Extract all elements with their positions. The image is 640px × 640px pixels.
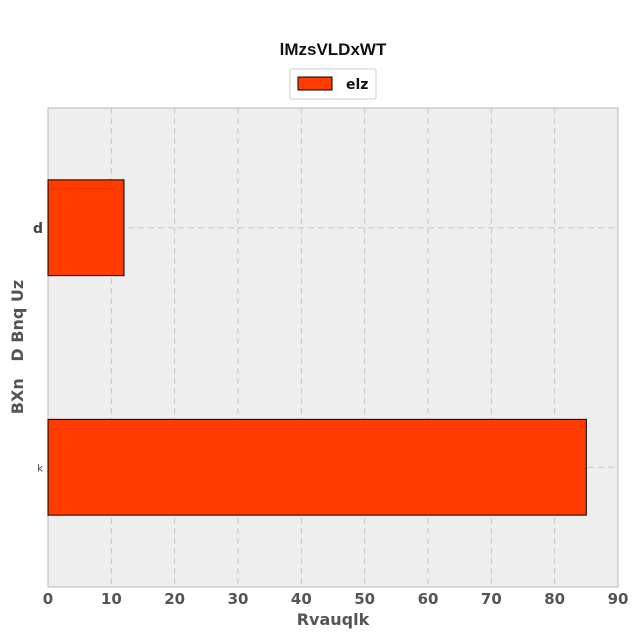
legend: elz xyxy=(289,68,377,100)
x-tick-label: 90 xyxy=(608,590,629,608)
legend-swatch xyxy=(297,76,333,91)
x-tick-label: 70 xyxy=(481,590,502,608)
x-tick-label: 20 xyxy=(164,590,185,608)
y-tick-label: k xyxy=(37,463,43,474)
x-tick-label: 50 xyxy=(354,590,375,608)
legend-label: elz xyxy=(346,77,368,93)
x-tick-label: 30 xyxy=(228,590,249,608)
bars xyxy=(47,179,587,516)
x-axis-label: Rvauqlk xyxy=(297,610,370,629)
x-axis-ticks: 0 10 20 30 40 50 60 70 80 90 xyxy=(43,590,629,608)
y-tick-label: d xyxy=(33,221,43,237)
chart-title: lMzsVLDxWT xyxy=(280,40,387,59)
x-tick-label: 60 xyxy=(418,590,439,608)
x-tick-label: 10 xyxy=(101,590,122,608)
bar-k xyxy=(47,418,587,516)
bar-d xyxy=(47,179,125,277)
x-tick-label: 40 xyxy=(291,590,312,608)
x-tick-label: 0 xyxy=(43,590,53,608)
y-axis-label: BXn D Bnq Uz xyxy=(8,280,27,414)
y-axis-ticks: dk xyxy=(33,221,43,475)
x-tick-label: 80 xyxy=(544,590,565,608)
